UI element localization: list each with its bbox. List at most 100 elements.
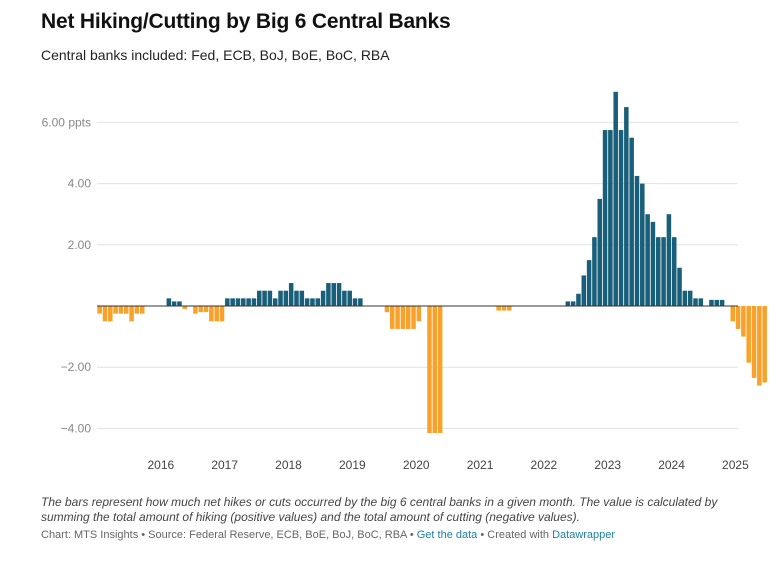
y-tick-label: 2.00 [68, 238, 92, 252]
bar [129, 306, 134, 322]
datawrapper-link[interactable]: Datawrapper [552, 529, 616, 541]
x-tick-label: 2020 [403, 458, 430, 472]
bar [613, 91, 618, 306]
bar [661, 237, 666, 306]
bar [246, 298, 251, 306]
x-tick-label: 2023 [594, 458, 621, 472]
y-tick-label: −2.00 [61, 360, 92, 374]
bar [671, 237, 677, 306]
bar [166, 298, 172, 306]
bar [751, 306, 757, 378]
bar [97, 306, 102, 314]
bar [225, 298, 230, 306]
bar [416, 306, 422, 322]
y-tick-label: −4.00 [61, 421, 92, 435]
bar [315, 298, 321, 306]
bar [251, 298, 257, 306]
bar [496, 306, 501, 311]
x-tick-label: 2019 [339, 458, 366, 472]
bar [586, 260, 592, 306]
bar [427, 306, 432, 433]
x-tick-label: 2025 [722, 458, 749, 472]
bar [352, 298, 358, 306]
bar [592, 237, 597, 306]
bar [209, 306, 214, 322]
x-tick-label: 2024 [658, 458, 685, 472]
y-tick-label: 6.00 ppts [42, 115, 91, 129]
bar [608, 130, 613, 306]
bar [640, 183, 645, 306]
bar [629, 137, 634, 306]
bar [347, 290, 352, 306]
bar [411, 306, 416, 329]
bar [432, 306, 438, 433]
bar [570, 301, 576, 306]
bar [102, 306, 108, 322]
bar [746, 306, 751, 363]
bar [124, 306, 129, 314]
get-data-link[interactable]: Get the data [416, 529, 478, 541]
bar [358, 298, 363, 306]
bar-chart: 6.00 ppts 4.00 2.00 −2.00 −4.00 2016 2017 2018… [42, 91, 767, 472]
bar [762, 306, 767, 383]
bar [714, 299, 720, 306]
bar [326, 283, 331, 306]
bar [682, 290, 688, 306]
bar [113, 306, 118, 314]
bar [634, 175, 640, 306]
bar [283, 290, 289, 306]
bar [198, 306, 203, 313]
bar [310, 298, 315, 306]
bar [304, 298, 310, 306]
bar [437, 306, 443, 433]
bar [288, 283, 294, 306]
bar [336, 283, 342, 306]
bar [687, 290, 693, 306]
source-text: Chart: MTS Insights • Source: Federal Re… [41, 529, 414, 541]
bar [262, 290, 267, 306]
bar [118, 306, 124, 314]
x-tick-label: 2017 [211, 458, 238, 472]
bar [656, 237, 661, 306]
bar [235, 298, 241, 306]
y-axis-labels: 6.00 ppts 4.00 2.00 −2.00 −4.00 [42, 115, 92, 435]
bar [177, 301, 182, 306]
bar [602, 130, 608, 306]
bar [384, 306, 390, 313]
bar [342, 290, 347, 306]
bar [597, 198, 602, 306]
bar [735, 306, 741, 329]
bar [108, 306, 113, 322]
bar [219, 306, 225, 322]
x-axis-labels: 2016 2017 2018 2019 2020 2021 2022 2023 2024 2025 [147, 458, 749, 472]
bar [203, 306, 209, 313]
bar [507, 306, 512, 311]
bar [139, 306, 145, 314]
bar [214, 306, 219, 322]
x-tick-label: 2022 [531, 458, 558, 472]
bar [666, 214, 672, 306]
bar [267, 290, 273, 306]
bar [565, 301, 571, 306]
bar [331, 283, 336, 306]
bar [645, 214, 650, 306]
bar [576, 293, 581, 306]
bar [320, 290, 326, 306]
y-tick-label: 4.00 [68, 177, 92, 191]
bar [390, 306, 395, 329]
bar [241, 298, 246, 306]
bar [182, 306, 188, 310]
bar [272, 298, 278, 306]
bar [171, 301, 177, 306]
bar [698, 298, 704, 306]
bar [501, 306, 507, 311]
chart-notes: The bars represent how much net hikes or… [41, 495, 718, 524]
bar [230, 298, 235, 306]
bar [405, 306, 411, 329]
bar [400, 306, 406, 329]
x-tick-label: 2018 [275, 458, 302, 472]
bar [741, 306, 746, 337]
bar [618, 130, 624, 306]
bar [757, 306, 762, 386]
chart-subtitle: Central banks included: Fed, ECB, BoJ, B… [41, 47, 390, 63]
